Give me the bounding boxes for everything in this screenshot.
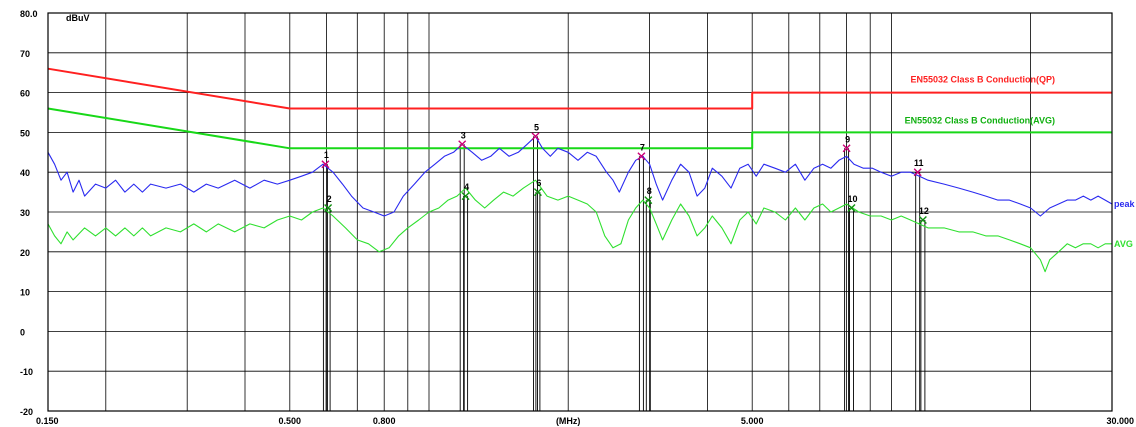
x-tick-labels: 0.150 0.500 0.800 (MHz) 5.000 30.000 xyxy=(36,416,1134,426)
trace-label: AVG xyxy=(1114,239,1133,249)
y-tick-label: -20 xyxy=(20,407,33,417)
marker-x xyxy=(324,204,333,212)
qp-limit-line xyxy=(47,67,1112,110)
y-tick-label: 70 xyxy=(20,49,30,59)
marker-label: 2 xyxy=(327,194,332,204)
marker-label: 5 xyxy=(534,122,539,132)
x-tick-label: 30.000 xyxy=(1106,416,1134,426)
plot-frame xyxy=(47,12,1113,412)
marker-x xyxy=(321,160,330,169)
y-axis-label: dBuV xyxy=(66,13,90,23)
marker-x xyxy=(842,144,851,153)
marker-x xyxy=(918,216,927,224)
trace-label: peak xyxy=(1114,199,1136,209)
x-tick-label: (MHz) xyxy=(556,416,581,426)
y-gridlines xyxy=(48,52,1112,372)
y-tick-label: 80.0 xyxy=(20,9,38,19)
limit-lines xyxy=(47,67,1112,150)
marker-x xyxy=(461,192,470,201)
marker-label: 6 xyxy=(536,178,541,188)
marker-x xyxy=(531,132,540,141)
marker-x xyxy=(847,204,856,212)
x-tick-label: 0.500 xyxy=(279,416,302,426)
y-tick-label: -10 xyxy=(20,367,33,377)
marker-label: 4 xyxy=(464,182,469,192)
x-tick-label: 0.800 xyxy=(373,416,396,426)
marker-label: 1 xyxy=(324,150,329,160)
marker-label: 9 xyxy=(845,134,850,144)
marker-label: 7 xyxy=(640,142,645,152)
x-tick-label: 0.150 xyxy=(36,416,59,426)
legend-labels: EN55032 Class B Conduction(QP) EN55032 Cl… xyxy=(905,75,1136,249)
marker-label: 8 xyxy=(647,186,652,196)
y-tick-label: 10 xyxy=(20,288,30,298)
marker-label: 12 xyxy=(919,206,929,216)
marker-x xyxy=(913,168,922,177)
y-tick-label: 0 xyxy=(20,327,25,337)
marker-label: 3 xyxy=(461,130,466,140)
marker-x xyxy=(637,152,646,161)
y-tick-label: 30 xyxy=(20,208,30,218)
y-tick-labels: 80.0 70 60 50 40 30 20 10 0 -10 -20 xyxy=(20,9,38,417)
limit-label: EN55032 Class B Conduction(QP) xyxy=(910,75,1055,85)
limit-label: EN55032 Class B Conduction(AVG) xyxy=(905,116,1055,126)
y-tick-label: 60 xyxy=(20,89,30,99)
y-tick-label: 40 xyxy=(20,168,30,178)
marker-lines xyxy=(322,136,926,411)
marker-x xyxy=(458,140,467,149)
measurement-traces xyxy=(47,135,1113,273)
marker-x xyxy=(533,188,542,197)
y-tick-label: 50 xyxy=(20,128,30,138)
marker-label: 11 xyxy=(914,158,924,168)
x-tick-label: 5.000 xyxy=(741,416,764,426)
marker-label: 10 xyxy=(847,194,857,204)
y-tick-label: 20 xyxy=(20,248,30,258)
avg-trace xyxy=(47,179,1112,273)
marker-x xyxy=(644,196,653,205)
avg-limit-line xyxy=(47,107,1112,150)
peak-trace xyxy=(47,135,1113,217)
